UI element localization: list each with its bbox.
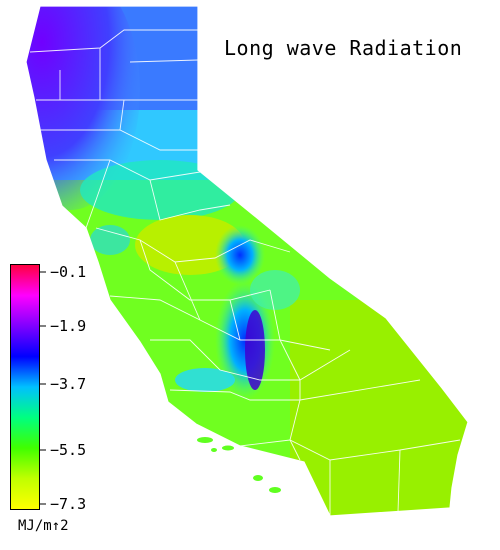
legend-tick-label: −1.9	[50, 317, 87, 335]
map-title: Long wave Radiation	[224, 36, 463, 60]
island	[269, 487, 281, 493]
legend-tick-label: −5.5	[50, 441, 87, 459]
legend-tick-marks	[40, 271, 46, 505]
sierra-purple-core	[245, 310, 265, 390]
legend-unit-label: MJ/m↑2	[18, 518, 69, 534]
legend-tick-label: −7.3	[50, 495, 87, 513]
legend-tick-label: −0.1	[50, 263, 87, 281]
east-cyan-patch	[250, 270, 300, 310]
legend-tick-label: −3.7	[50, 375, 87, 393]
island	[253, 475, 263, 481]
sierra-blue-north	[215, 225, 265, 285]
coast-cyan-patch	[175, 368, 235, 392]
island	[197, 437, 213, 443]
legend-colorbar	[10, 264, 40, 510]
bay-cyan-patch	[90, 225, 130, 255]
channel-islands	[197, 437, 281, 493]
island	[222, 445, 234, 451]
county-boundaries	[29, 29, 461, 516]
state-outline	[25, 5, 469, 517]
island	[211, 448, 217, 452]
north-cyan-transition	[80, 160, 240, 220]
